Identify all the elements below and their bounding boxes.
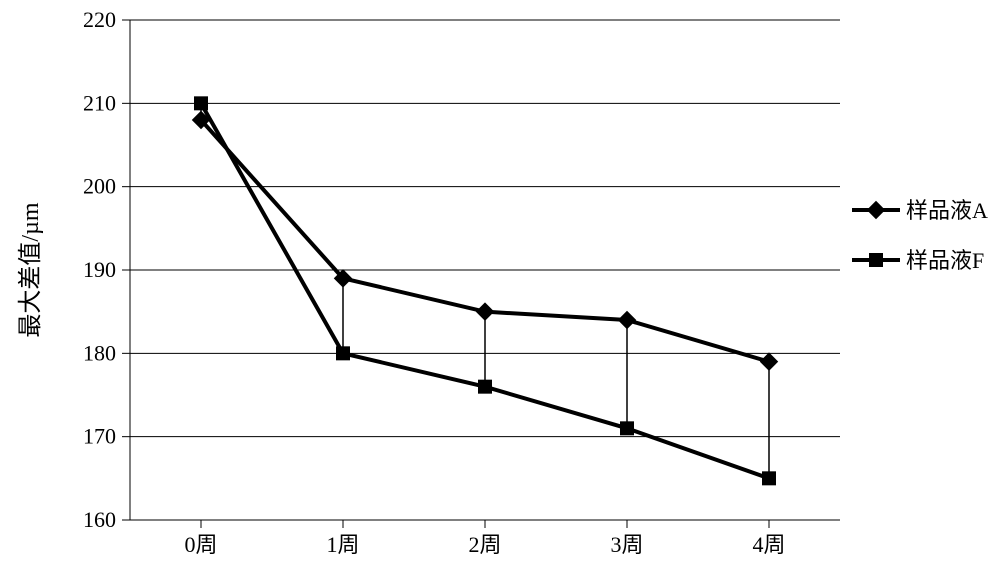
y-tick-label: 220 — [83, 7, 116, 32]
x-tick-label: 2周 — [468, 532, 501, 557]
x-tick-label: 4周 — [752, 532, 785, 557]
y-tick-label: 210 — [83, 90, 116, 115]
y-tick-label: 160 — [83, 507, 116, 532]
y-axis-title: 最大差值/µm — [17, 202, 44, 337]
series-marker-1 — [336, 346, 350, 360]
y-tick-label: 190 — [83, 257, 116, 282]
y-tick-label: 200 — [83, 174, 116, 199]
legend-label: 样品液F — [906, 248, 984, 273]
chart-background — [0, 0, 1000, 580]
series-marker-1 — [762, 471, 776, 485]
series-marker-1 — [194, 96, 208, 110]
series-marker-1 — [478, 380, 492, 394]
y-tick-label: 170 — [83, 424, 116, 449]
y-tick-label: 180 — [83, 340, 116, 365]
x-tick-label: 0周 — [184, 532, 217, 557]
x-tick-label: 1周 — [326, 532, 359, 557]
x-tick-label: 3周 — [610, 532, 643, 557]
series-marker-1 — [620, 421, 634, 435]
legend-label: 样品液A — [906, 198, 988, 223]
legend-marker — [869, 253, 883, 267]
line-chart: 160 170 180 190 200 210 220 0周 1周 2周 3周 4周 最大差值/µm 样品… — [0, 0, 1000, 580]
chart-container: 160 170 180 190 200 210 220 0周 1周 2周 3周 4周 最大差值/µm 样品… — [0, 0, 1000, 580]
